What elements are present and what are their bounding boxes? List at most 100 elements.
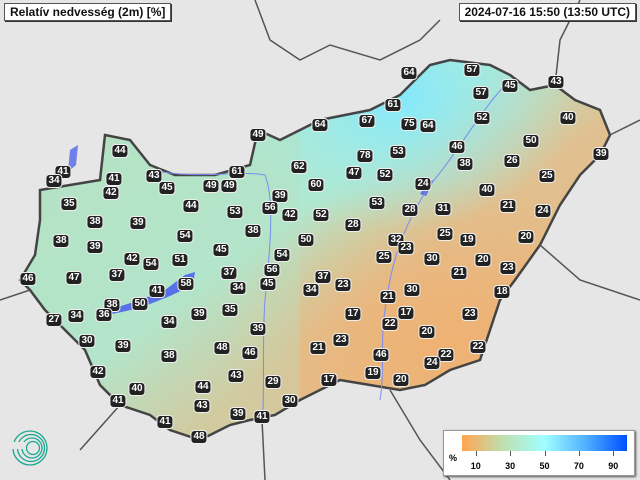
station-value: 45 (501, 79, 519, 93)
timestamp: 2024-07-16 15:50 (13:50 UTC) (458, 3, 636, 21)
station-value: 41 (148, 284, 166, 298)
station-value: 44 (194, 380, 212, 394)
station-value: 53 (368, 196, 386, 210)
logo-icon (10, 430, 48, 466)
legend-tick-label: 90 (608, 461, 619, 471)
station-value: 21 (309, 341, 327, 355)
legend-tick-label: 30 (505, 461, 516, 471)
legend-tick-mark (510, 451, 512, 456)
station-value: 30 (423, 252, 441, 266)
station-value: 18 (493, 285, 511, 299)
station-value: 25 (436, 227, 454, 241)
station-value: 17 (344, 307, 362, 321)
station-value: 39 (114, 339, 132, 353)
station-value: 36 (95, 308, 113, 322)
station-value: 19 (364, 366, 382, 380)
station-value: 43 (193, 399, 211, 413)
map-title: Relatív nedvesség (2m) [%] (4, 3, 172, 21)
station-value: 64 (419, 119, 437, 133)
station-value: 38 (86, 215, 104, 229)
station-value: 46 (448, 140, 466, 154)
station-value: 40 (478, 183, 496, 197)
station-value: 22 (469, 340, 487, 354)
station-value: 24 (414, 177, 432, 191)
station-value: 28 (344, 218, 362, 232)
station-value: 28 (401, 203, 419, 217)
station-value: 50 (131, 297, 149, 311)
station-value: 21 (379, 290, 397, 304)
station-value: 39 (592, 147, 610, 161)
station-value: 53 (389, 145, 407, 159)
station-value: 39 (229, 407, 247, 421)
station-value: 58 (177, 277, 195, 291)
station-value: 54 (273, 248, 291, 262)
station-value: 25 (538, 169, 556, 183)
station-value: 46 (19, 272, 37, 286)
legend-tick-mark (578, 451, 580, 456)
station-value: 34 (45, 174, 63, 188)
station-value: 30 (403, 283, 421, 297)
station-value: 20 (418, 325, 436, 339)
station-value: 49 (220, 179, 238, 193)
station-value: 54 (142, 257, 160, 271)
station-value: 23 (334, 278, 352, 292)
station-value: 23 (332, 333, 350, 347)
station-value: 38 (52, 234, 70, 248)
station-value: 23 (397, 241, 415, 255)
station-value: 57 (463, 63, 481, 77)
station-value: 43 (145, 169, 163, 183)
station-value: 48 (190, 430, 208, 444)
station-value: 39 (86, 240, 104, 254)
station-value: 53 (226, 205, 244, 219)
station-value: 17 (397, 306, 415, 320)
station-value: 43 (547, 75, 565, 89)
station-value: 23 (499, 261, 517, 275)
station-value: 37 (314, 270, 332, 284)
station-value: 41 (109, 394, 127, 408)
station-value: 46 (241, 346, 259, 360)
station-value: 24 (423, 356, 441, 370)
station-value: 20 (517, 230, 535, 244)
station-value: 21 (499, 199, 517, 213)
station-value: 78 (356, 149, 374, 163)
station-value: 34 (160, 315, 178, 329)
lake-balaton (108, 272, 195, 314)
station-value: 22 (381, 317, 399, 331)
station-value: 41 (253, 410, 271, 424)
station-value: 52 (376, 168, 394, 182)
legend-tick-label: 70 (573, 461, 584, 471)
station-value: 54 (176, 229, 194, 243)
river-danube (149, 169, 272, 431)
station-value: 49 (202, 179, 220, 193)
station-value: 61 (228, 165, 246, 179)
station-value: 34 (67, 309, 85, 323)
legend-tick-label: 50 (539, 461, 550, 471)
station-value: 38 (244, 224, 262, 238)
station-value: 51 (171, 253, 189, 267)
legend-tick-label: 10 (470, 461, 481, 471)
station-value: 30 (78, 334, 96, 348)
station-value: 45 (259, 277, 277, 291)
station-value: 23 (461, 307, 479, 321)
station-value: 64 (311, 118, 329, 132)
station-value: 22 (437, 348, 455, 362)
color-legend: % 10 30 50 70 90 (443, 430, 635, 476)
legend-unit: % (449, 453, 458, 463)
station-value: 52 (312, 208, 330, 222)
station-value: 37 (220, 266, 238, 280)
station-value: 41 (105, 172, 123, 186)
station-value: 45 (212, 243, 230, 257)
station-value: 50 (297, 233, 315, 247)
station-value: 47 (65, 271, 83, 285)
station-value: 43 (227, 369, 245, 383)
station-value: 60 (307, 178, 325, 192)
station-value: 61 (384, 98, 402, 112)
station-value: 48 (213, 341, 231, 355)
station-value: 42 (102, 186, 120, 200)
legend-tick-mark (475, 451, 477, 456)
station-value: 44 (111, 144, 129, 158)
station-value: 31 (434, 202, 452, 216)
station-value: 38 (160, 349, 178, 363)
station-value: 39 (129, 216, 147, 230)
